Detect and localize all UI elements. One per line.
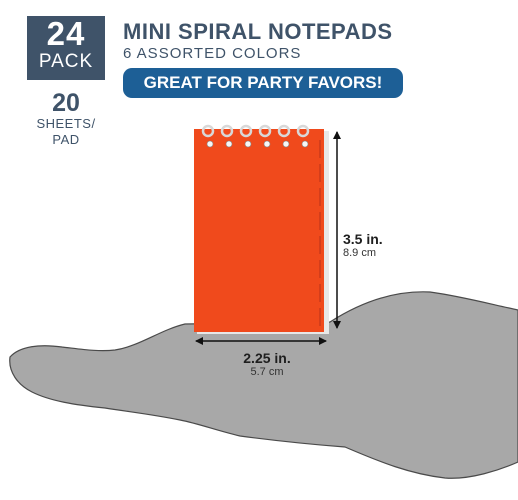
spiral-binding [201, 124, 310, 138]
height-inches: 3.5 in. [343, 231, 383, 247]
width-inches: 2.25 in. [243, 350, 291, 366]
party-favors-banner: GREAT FOR PARTY FAVORS! [123, 68, 403, 98]
sheets-per-pad: 20 SHEETS/ PAD [27, 90, 105, 148]
pack-unit: PACK [38, 51, 94, 72]
height-dimension: 3.5 in. 8.9 cm [343, 231, 383, 260]
product-title: MINI SPIRAL NOTEPADS [123, 19, 393, 44]
pack-count: 24 [46, 15, 86, 52]
sheets-unit-line1: SHEETS/ [36, 116, 96, 131]
hand-silhouette [9, 291, 518, 479]
width-cm: 5.7 cm [250, 366, 284, 378]
pack-count-badge: 24 PACK [27, 16, 105, 80]
width-dimension: 2.25 in. 5.7 cm [222, 350, 312, 379]
height-cm: 8.9 cm [343, 247, 377, 259]
notepad [194, 124, 329, 334]
product-subtitle: 6 ASSORTED COLORS [123, 45, 302, 62]
sheets-count: 20 [52, 89, 80, 117]
sheets-unit-line2: PAD [52, 132, 80, 147]
